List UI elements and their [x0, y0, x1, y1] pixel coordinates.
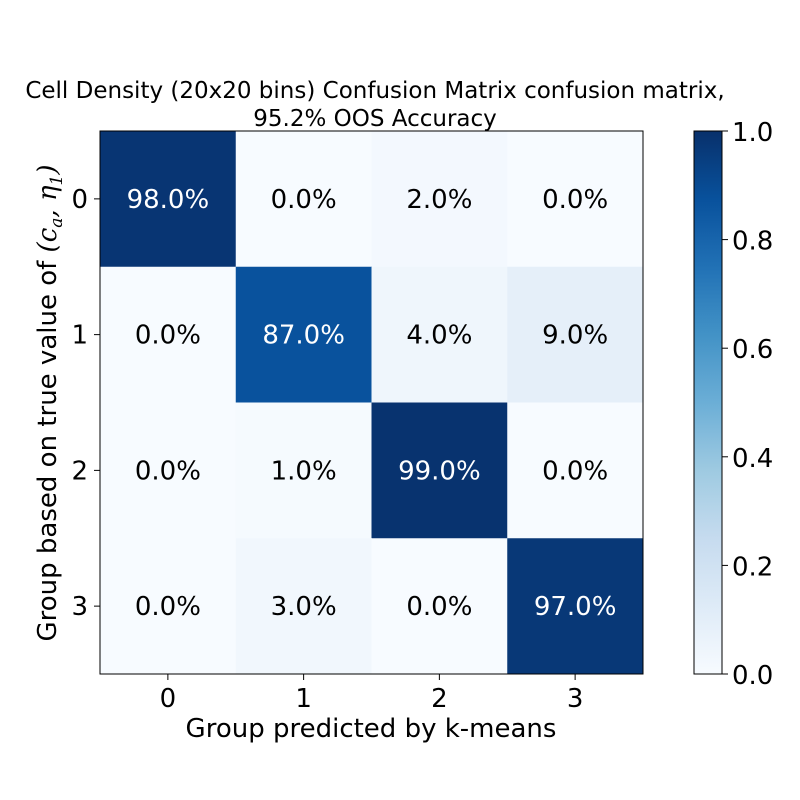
heatmap-cell-r3-c2 — [371, 538, 508, 675]
x-tick-label-1: 1 — [295, 684, 312, 714]
chart-title-line-1: Cell Density (20x20 bins) Confusion Matr… — [25, 78, 725, 104]
heatmap-cell-r3-c0 — [100, 538, 237, 675]
cell-label-r3-c1: 3.0% — [271, 592, 337, 622]
colorbar-tick-label-3: 0.6 — [732, 335, 773, 365]
cell-label-r3-c0: 0.0% — [135, 592, 201, 622]
cell-label-r1-c1: 87.0% — [262, 321, 345, 351]
y-axis-label-text: Group based on true value of — [32, 252, 63, 642]
heatmap-cell-r1-c3 — [507, 266, 644, 403]
heatmap-cell-r0-c3 — [507, 131, 644, 268]
x-tick-label-2: 2 — [431, 684, 448, 714]
colorbar — [693, 130, 723, 675]
heatmap-cell-r3-c1 — [235, 538, 372, 675]
x-axis-label: Group predicted by k-means — [185, 714, 557, 744]
heatmap-cell-r2-c3 — [507, 402, 644, 539]
heatmap-cell-r0-c2 — [371, 131, 508, 268]
heatmap-frame — [99, 130, 644, 675]
cell-label-r0-c2: 2.0% — [406, 185, 472, 215]
colorbar-tick-label-4: 0.8 — [732, 227, 773, 257]
cell-label-r0-c1: 0.0% — [271, 185, 337, 215]
y-tick-label-0: 0 — [71, 185, 88, 215]
heatmap-cell-r2-c1 — [235, 402, 372, 539]
cell-label-r0-c0: 98.0% — [127, 185, 210, 215]
x-tick-label-3: 3 — [567, 684, 584, 714]
heatmap-cell-r0-c1 — [235, 131, 372, 268]
heatmap-cell-r1-c0 — [100, 266, 237, 403]
colorbar-tick-label-5: 1.0 — [732, 118, 773, 148]
cell-label-r2-c2: 99.0% — [398, 456, 481, 486]
colorbar-tick-label-0: 0.0 — [732, 661, 773, 691]
x-tick-label-0: 0 — [160, 684, 177, 714]
chart-title-line-2: 95.2% OOS Accuracy — [253, 106, 497, 132]
cell-label-r3-c3: 97.0% — [534, 592, 617, 622]
y-tick-label-1: 1 — [71, 321, 88, 351]
cell-label-r0-c3: 0.0% — [542, 185, 608, 215]
colorbar-tick-label-1: 0.2 — [732, 552, 773, 582]
heatmap-cell-r2-c0 — [100, 402, 237, 539]
heatmap-cell-r0-c0 — [100, 131, 237, 268]
cell-label-r1-c2: 4.0% — [406, 321, 472, 351]
heatmap-cell-r1-c1 — [235, 266, 372, 403]
cell-label-r2-c3: 0.0% — [542, 456, 608, 486]
cell-label-r2-c1: 1.0% — [271, 456, 337, 486]
heatmap-cell-r2-c2 — [371, 402, 508, 539]
y-axis-label: Group based on true value of (ca, η1) — [33, 164, 67, 641]
colorbar-tick-label-2: 0.4 — [732, 444, 773, 474]
cell-label-r2-c0: 0.0% — [135, 456, 201, 486]
y-tick-label-3: 3 — [71, 592, 88, 622]
heatmap-cell-r3-c3 — [507, 538, 644, 675]
cell-label-r1-c3: 9.0% — [542, 321, 608, 351]
y-axis-label-math: (ca, η1) — [32, 164, 68, 253]
heatmap-cell-r1-c2 — [371, 266, 508, 403]
cell-label-r1-c0: 0.0% — [135, 321, 201, 351]
cell-label-r3-c2: 0.0% — [406, 592, 472, 622]
y-tick-label-2: 2 — [71, 456, 88, 486]
